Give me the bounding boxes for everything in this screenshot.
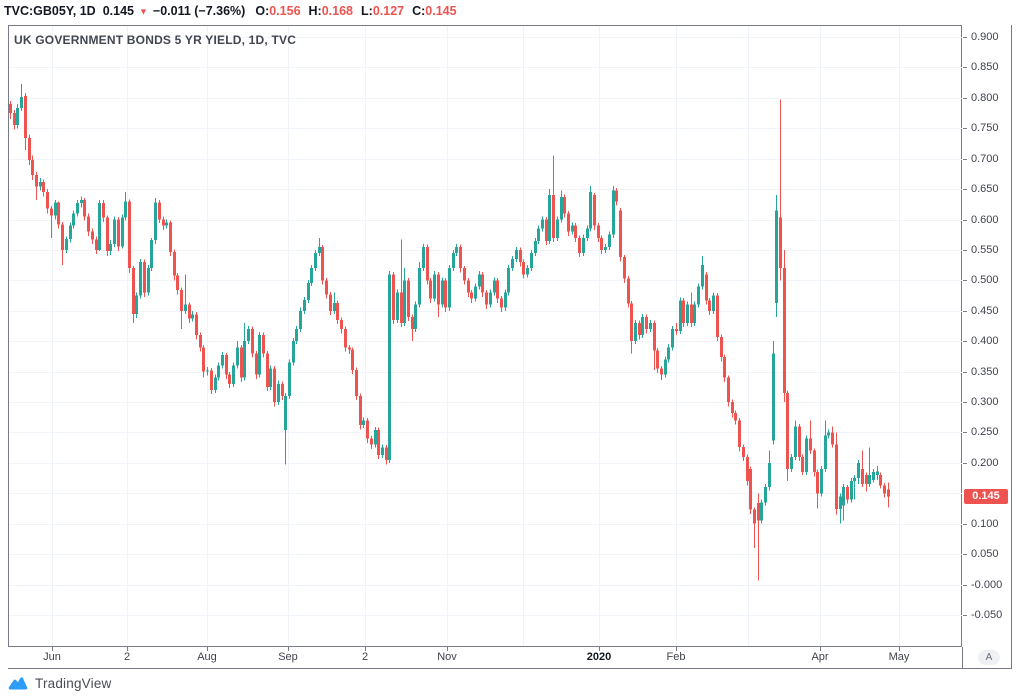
price-tick-label: 0.550 — [971, 243, 999, 256]
price-down-arrow-icon: ▼ — [138, 6, 148, 17]
brand-name: TradingView — [35, 675, 112, 691]
last-price: 0.145 — [102, 4, 134, 18]
time-tick-label: Sep — [278, 651, 298, 663]
time-tick-label: Apr — [811, 651, 829, 663]
auto-scale-label: A — [985, 652, 993, 663]
axis-corner-separator — [962, 647, 963, 669]
symbol-name[interactable]: TVC:GB05Y, 1D — [4, 4, 96, 18]
chart-title: UK GOVERNMENT BONDS 5 YR YIELD, 1D, TVC — [14, 33, 297, 47]
tradingview-logo-icon — [8, 675, 28, 691]
price-tick-label: 0.450 — [971, 304, 999, 317]
price-change: −0.011 (−7.36%) — [152, 4, 246, 18]
close-value: C:0.145 — [412, 4, 457, 18]
price-tick-label: 0.500 — [971, 274, 999, 287]
price-tick-label: 0.700 — [971, 152, 999, 165]
price-tick-label: 0.200 — [971, 456, 999, 469]
price-tick-label: 0.750 — [971, 122, 999, 135]
time-tick-label: Aug — [197, 651, 217, 663]
high-value: H:0.168 — [308, 4, 353, 18]
price-axis[interactable]: 0.900 0.850 0.800 0.750 0.700 0.650 0.600 0.550… — [963, 25, 1011, 647]
time-axis[interactable]: Jun 2 Aug Sep 2 Nov 2020 Feb Apr May — [8, 647, 1012, 668]
price-tick-label: 0.600 — [971, 213, 999, 226]
footer-brand[interactable]: TradingView — [8, 673, 112, 693]
open-value: O:0.156 — [255, 4, 301, 18]
symbol-legend[interactable]: TVC:GB05Y, 1D 0.145 ▼ −0.011 (−7.36%) O:… — [4, 3, 457, 19]
widget-right-border — [1011, 25, 1012, 669]
price-tick-label: 0.400 — [971, 335, 999, 348]
price-tick-label: 0.650 — [971, 183, 999, 196]
time-tick-label: 2020 — [586, 651, 612, 663]
time-tick-label: 2 — [123, 651, 131, 663]
price-tick-label: 0.050 — [971, 548, 999, 561]
ohlc-values: O:0.156 H:0.168 L:0.127 C:0.145 — [255, 4, 456, 18]
price-tick-label: 0.900 — [971, 31, 999, 43]
time-tick-label: Jun — [43, 651, 61, 663]
auto-scale-button[interactable]: A — [978, 650, 1000, 665]
time-tick-label: Nov — [437, 651, 457, 663]
last-price-tag: 0.145 — [964, 488, 1008, 504]
price-tick-label: 0.250 — [971, 426, 999, 439]
price-tick-label: 0.100 — [971, 517, 999, 530]
time-tick-label: 2 — [361, 651, 369, 663]
time-tick-label: Feb — [666, 651, 686, 663]
price-tick-label: 0.800 — [971, 91, 999, 104]
price-tick-label: 0.350 — [971, 365, 999, 378]
axis-bottom-border — [8, 668, 1012, 669]
price-tick-label: 0.850 — [971, 61, 999, 74]
time-tick-label: May — [888, 651, 910, 663]
price-tick-label: -0.050 — [971, 608, 1003, 621]
price-tick-label: -0.000 — [971, 578, 1003, 591]
low-value: L:0.127 — [361, 4, 405, 18]
price-tick-label: 0.300 — [971, 396, 999, 409]
